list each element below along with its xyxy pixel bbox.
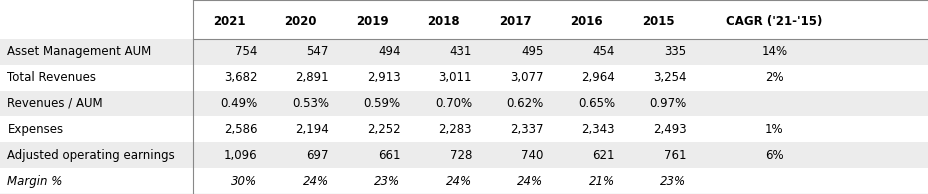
Text: 2,283: 2,283 [438,123,471,136]
Text: 2,493: 2,493 [652,123,686,136]
Text: 0.97%: 0.97% [649,97,686,110]
Text: 335: 335 [664,45,686,58]
Text: 2020: 2020 [284,15,316,28]
Text: 728: 728 [449,149,471,162]
Text: 3,682: 3,682 [224,71,257,84]
Text: 661: 661 [378,149,400,162]
Text: 23%: 23% [660,175,686,188]
Text: Expenses: Expenses [7,123,63,136]
Text: 431: 431 [449,45,471,58]
Text: Adjusted operating earnings: Adjusted operating earnings [7,149,175,162]
Text: 3,254: 3,254 [652,71,686,84]
Text: 24%: 24% [517,175,543,188]
Bar [0,168,928,194]
Text: 2018: 2018 [427,15,459,28]
Text: 6%: 6% [764,149,783,162]
Text: 2015: 2015 [641,15,674,28]
Text: 754: 754 [235,45,257,58]
Text: 0.53%: 0.53% [291,97,329,110]
Bar [0,116,928,142]
Text: 21%: 21% [588,175,614,188]
Text: 2%: 2% [764,71,783,84]
Bar [0,0,928,39]
Text: Asset Management AUM: Asset Management AUM [7,45,151,58]
Text: 697: 697 [306,149,329,162]
Text: 2019: 2019 [355,15,388,28]
Text: 621: 621 [592,149,614,162]
Text: 1,096: 1,096 [224,149,257,162]
Text: CAGR ('21-'15): CAGR ('21-'15) [726,15,821,28]
Bar [0,142,928,168]
Text: 0.59%: 0.59% [363,97,400,110]
Text: 14%: 14% [760,45,787,58]
Text: 2,252: 2,252 [367,123,400,136]
Text: 23%: 23% [374,175,400,188]
Text: 2021: 2021 [213,15,245,28]
Text: 2,586: 2,586 [224,123,257,136]
Text: 2017: 2017 [498,15,531,28]
Text: Margin %: Margin % [7,175,63,188]
Text: Revenues / AUM: Revenues / AUM [7,97,103,110]
Text: 0.62%: 0.62% [506,97,543,110]
Text: 2,964: 2,964 [581,71,614,84]
Text: 1%: 1% [764,123,783,136]
Bar [0,91,928,116]
Text: Total Revenues: Total Revenues [7,71,97,84]
Text: 3,011: 3,011 [438,71,471,84]
Text: 495: 495 [521,45,543,58]
Text: 0.70%: 0.70% [434,97,471,110]
Text: 3,077: 3,077 [509,71,543,84]
Bar [0,39,928,65]
Text: 0.49%: 0.49% [220,97,257,110]
Text: 24%: 24% [445,175,471,188]
Text: 2016: 2016 [570,15,602,28]
Text: 2,194: 2,194 [295,123,329,136]
Text: 454: 454 [592,45,614,58]
Text: 494: 494 [378,45,400,58]
Text: 761: 761 [664,149,686,162]
Text: 24%: 24% [303,175,329,188]
Text: 2,343: 2,343 [581,123,614,136]
Text: 2,891: 2,891 [295,71,329,84]
Text: 30%: 30% [231,175,257,188]
Text: 547: 547 [306,45,329,58]
Text: 2,913: 2,913 [367,71,400,84]
Text: 2,337: 2,337 [509,123,543,136]
Bar [0,65,928,91]
Text: 0.65%: 0.65% [577,97,614,110]
Text: 740: 740 [521,149,543,162]
